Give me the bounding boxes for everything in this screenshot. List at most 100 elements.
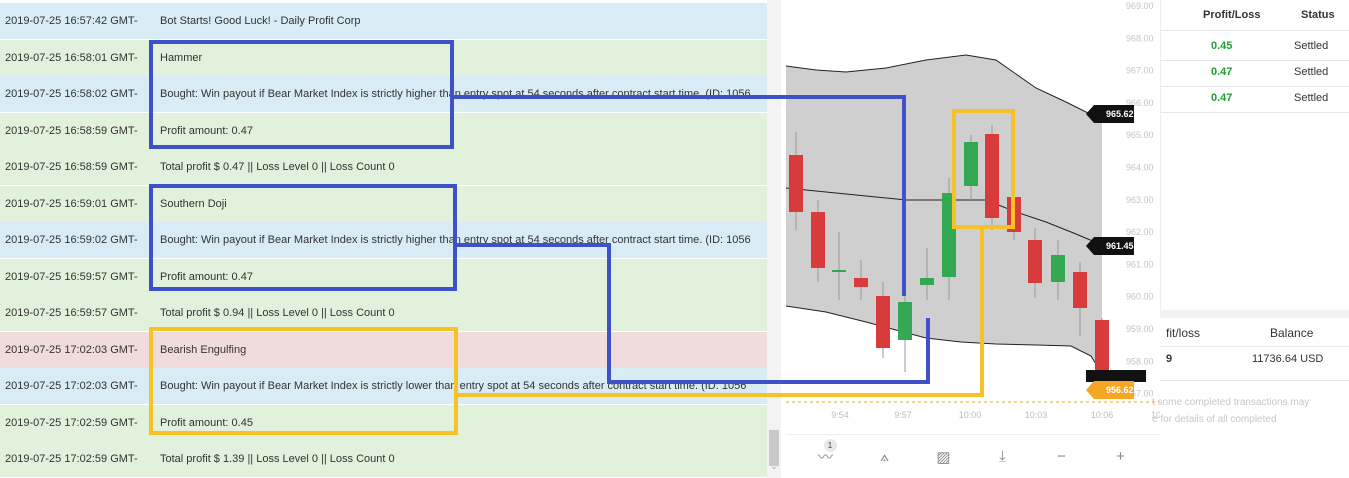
summary-profit-loss-header: fit/loss <box>1166 326 1201 340</box>
summary-balance-header: Balance <box>1270 326 1314 340</box>
log-row: 2019-07-25 16:59:57 GMT- Profit amount: 0… <box>0 258 767 295</box>
log-timestamp: 2019-07-25 16:57:42 GMT- <box>5 15 138 27</box>
candle-body <box>876 296 890 348</box>
chart-type-icon-glyph: ▨ <box>936 448 951 466</box>
status-header: Status <box>1301 9 1335 21</box>
upper-band-badge <box>1086 105 1134 123</box>
summary-profit-loss-value: 9 <box>1166 353 1173 365</box>
log-row: 2019-07-25 16:59:02 GMT- Bought: Win payo… <box>0 222 767 258</box>
row-divider <box>1161 86 1349 87</box>
log-timestamp: 2019-07-25 16:58:02 GMT- <box>5 88 138 100</box>
transactions-table: Profit/Loss Status 0.45 Settled 0.47 Settle… <box>1160 0 1349 310</box>
log-timestamp: 2019-07-25 16:59:57 GMT- <box>5 307 138 319</box>
candle-body <box>789 155 803 212</box>
log-message: Total profit $ 1.39 || Loss Level 0 || L… <box>160 453 395 465</box>
log-row: 2019-07-25 16:58:59 GMT- Total profit $ 0… <box>0 149 767 185</box>
log-row: 2019-07-25 17:02:03 GMT- Bearish Engulfin… <box>0 331 767 368</box>
log-message: Hammer <box>160 51 203 64</box>
header-divider <box>1161 30 1349 31</box>
price-tick-label: 964.00 <box>1126 163 1154 173</box>
row-divider <box>1161 112 1349 113</box>
current-price-badge <box>1086 381 1134 399</box>
log-scrollbar-thumb[interactable] <box>769 430 779 466</box>
transaction-profit-loss: 0.45 <box>1211 40 1233 52</box>
middle-band-badge-label: 961.45 <box>1106 241 1134 251</box>
upper-band-badge-label: 965.62 <box>1106 109 1134 119</box>
summary-balance-value: 11736.64 USD <box>1252 353 1324 365</box>
candle-body <box>854 278 868 287</box>
drawing-tools-icon-glyph: ⟑ <box>879 448 890 465</box>
log-timestamp: 2019-07-25 16:58:59 GMT- <box>5 161 138 173</box>
log-message: Bought: Win payout if Bear Market Index … <box>160 380 747 392</box>
candle-body <box>832 270 846 272</box>
candle-body <box>1007 197 1021 232</box>
price-chart[interactable]: 969.00 968.00 967.00 966.00 965.00 964.00 963.… <box>786 0 1160 478</box>
middle-band-badge <box>1086 237 1134 255</box>
time-tick-label-partial: 10 <box>1151 410 1160 420</box>
log-row: 2019-07-25 16:58:01 GMT- Hammer <box>0 39 767 76</box>
drawing-tools-icon[interactable]: ⟑ <box>873 445 897 469</box>
zoom-in-icon-glyph: + <box>1116 448 1125 465</box>
price-tick-label: 963.00 <box>1126 195 1154 205</box>
download-icon[interactable]: ⤓ <box>991 445 1015 469</box>
log-message: Bearish Engulfing <box>160 343 247 356</box>
log-message: Profit amount: 0.45 <box>160 416 253 429</box>
price-tick-label: 959.00 <box>1126 324 1154 334</box>
log-message: Profit amount: 0.47 <box>160 124 253 137</box>
candle-body <box>811 212 825 268</box>
log-row: 2019-07-25 17:02:59 GMT- Total profit $ 1… <box>0 441 767 477</box>
current-price-badge-label: 956.62 <box>1106 385 1134 395</box>
log-timestamp: 2019-07-25 16:59:57 GMT- <box>5 270 138 283</box>
transaction-profit-loss: 0.47 <box>1211 66 1233 78</box>
log-scrollbar[interactable] <box>767 0 781 478</box>
log-message: Bot Starts! Good Luck! - Daily Profit Co… <box>160 15 361 27</box>
summary-note: t some completed transactions may e for … <box>1152 394 1349 428</box>
candle-body <box>942 193 956 277</box>
chart-toolbar: 〰 1 ⟑ ▨ ⤓ − + <box>786 434 1160 478</box>
summary-note-line-2: e for details of all completed <box>1152 414 1277 425</box>
log-timestamp: 2019-07-25 17:02:59 GMT- <box>5 453 138 465</box>
log-timestamp: 2019-07-25 16:58:01 GMT- <box>5 51 138 64</box>
indicators-icon[interactable]: 〰 1 <box>814 438 838 469</box>
summary-divider <box>1160 346 1349 347</box>
summary-panel: fit/loss Balance 9 11736.64 USD <box>1160 318 1349 478</box>
log-row: 2019-07-25 16:59:57 GMT- Total profit $ 0… <box>0 295 767 331</box>
log-row: 2019-07-25 16:58:02 GMT- Bought: Win payo… <box>0 76 767 112</box>
log-timestamp: 2019-07-25 16:59:02 GMT- <box>5 234 138 246</box>
price-tick-label: 960.00 <box>1126 292 1154 302</box>
transaction-profit-loss: 0.47 <box>1211 92 1233 104</box>
log-message: Bought: Win payout if Bear Market Index … <box>160 234 751 246</box>
time-tick-label: 10:00 <box>959 410 982 420</box>
price-tick-label: 957.00 <box>1126 389 1154 399</box>
transaction-status: Settled <box>1294 66 1329 78</box>
zoom-in-icon[interactable]: + <box>1109 445 1133 469</box>
log-message: Total profit $ 0.47 || Loss Level 0 || L… <box>160 161 395 173</box>
transaction-status: Settled <box>1294 40 1329 52</box>
log-row: 2019-07-25 16:58:59 GMT- Profit amount: 0… <box>0 112 767 149</box>
log-timestamp: 2019-07-25 16:59:01 GMT- <box>5 197 138 210</box>
time-tick-label: 9:57 <box>894 410 912 420</box>
candle-body <box>1028 240 1042 283</box>
summary-divider-2 <box>1160 380 1349 381</box>
chart-canvas[interactable]: 969.00 968.00 967.00 966.00 965.00 964.00 963.… <box>786 0 1160 434</box>
price-tick-label: 958.00 <box>1126 356 1154 366</box>
price-tick-label: 968.00 <box>1126 33 1154 43</box>
row-divider <box>1161 60 1349 61</box>
log-row: 2019-07-25 17:02:03 GMT- Bought: Win payo… <box>0 368 767 404</box>
log-timestamp: 2019-07-25 17:02:59 GMT- <box>5 416 138 429</box>
journal-log: 2019-07-25 16:57:42 GMT- Bot Starts! Good… <box>0 3 767 477</box>
candle-body <box>1073 272 1087 308</box>
log-message: Southern Doji <box>160 197 227 210</box>
log-message: Total profit $ 0.94 || Loss Level 0 || L… <box>160 307 395 319</box>
zoom-out-icon-glyph: − <box>1057 448 1066 465</box>
time-tick-label: 10:03 <box>1025 410 1048 420</box>
log-message: Profit amount: 0.47 <box>160 270 253 283</box>
candle-body <box>1095 320 1109 372</box>
scroll-down-arrow-icon[interactable]: ⌄ <box>770 462 778 471</box>
zoom-out-icon[interactable]: − <box>1050 445 1074 469</box>
lower-band-badge <box>1086 370 1146 382</box>
candle-body <box>985 134 999 218</box>
indicators-icon-glyph: 〰 <box>817 449 833 466</box>
chart-type-icon[interactable]: ▨ <box>932 445 956 469</box>
price-tick-label: 965.00 <box>1126 130 1154 140</box>
